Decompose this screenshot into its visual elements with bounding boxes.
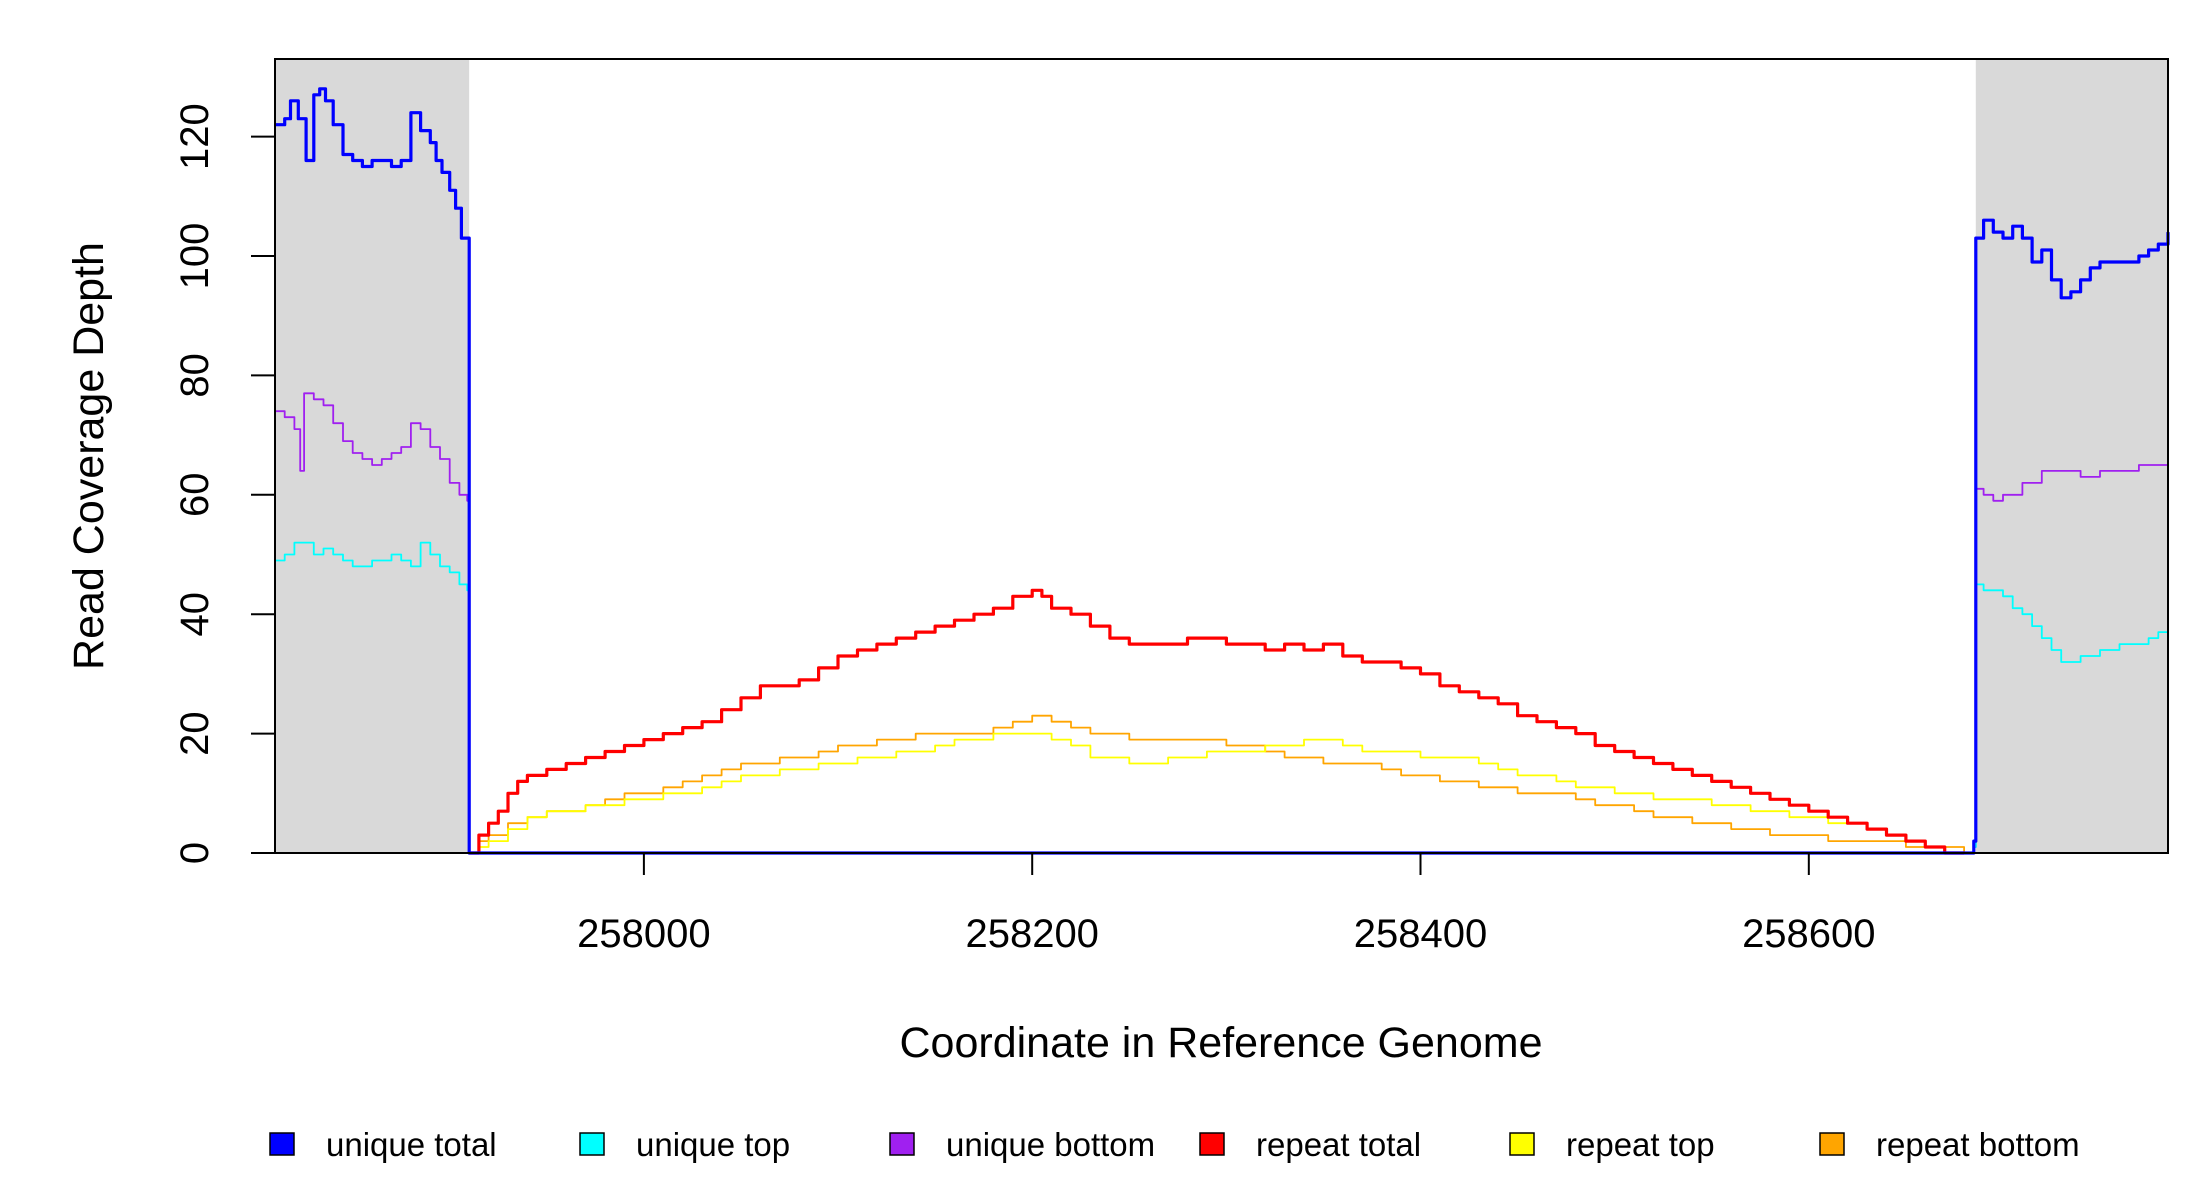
- x-tick-label-258200: 258200: [965, 912, 1098, 956]
- y-tick-label-80: 80: [173, 353, 217, 398]
- shaded-region-1: [1975, 59, 2168, 853]
- legend-label-unique-total: unique total: [326, 1126, 497, 1163]
- y-tick-label-0: 0: [173, 842, 217, 864]
- series-lines: [275, 87, 2170, 855]
- legend-swatch-unique-bottom: [889, 1132, 915, 1156]
- y-axis: 0 20 40 60 80 100 120: [173, 103, 275, 864]
- legend-label-repeat-total: repeat total: [1256, 1126, 1421, 1163]
- series-unique-bottom: [275, 392, 2169, 854]
- legend-swatch-unique-total: [269, 1132, 295, 1156]
- x-tick-label-258600: 258600: [1742, 912, 1875, 956]
- legend-swatch-unique-top: [579, 1132, 605, 1156]
- x-tick-label-258000: 258000: [577, 912, 710, 956]
- series-repeat-bottom: [469, 714, 1965, 854]
- y-tick-label-120: 120: [173, 103, 217, 170]
- plot-frame: [274, 58, 2169, 854]
- x-axis-title: Coordinate in Reference Genome: [900, 1019, 1543, 1067]
- x-tick-label-258400: 258400: [1354, 912, 1487, 956]
- legend: unique total unique top unique bottom repea…: [269, 1126, 2080, 1163]
- legend-swatch-repeat-bottom: [1819, 1132, 1845, 1156]
- y-tick-label-60: 60: [173, 473, 217, 518]
- series-unique-top: [275, 541, 2169, 854]
- shaded-regions: [275, 59, 2168, 853]
- legend-label-repeat-bottom: repeat bottom: [1876, 1126, 2080, 1163]
- shaded-region-0: [275, 59, 470, 853]
- legend-swatch-repeat-top: [1509, 1132, 1535, 1156]
- legend-label-unique-top: unique top: [636, 1126, 790, 1163]
- y-tick-label-20: 20: [173, 711, 217, 756]
- legend-label-repeat-top: repeat top: [1566, 1126, 1715, 1163]
- series-repeat-top: [469, 732, 1965, 854]
- legend-swatch-repeat-total: [1199, 1132, 1225, 1156]
- legend-label-unique-bottom: unique bottom: [946, 1126, 1155, 1163]
- y-tick-label-100: 100: [173, 223, 217, 290]
- series-unique-total: [275, 87, 2170, 855]
- series-repeat-total: [469, 588, 1965, 855]
- x-axis: 258000 258200 258400 258600: [577, 853, 1876, 956]
- y-tick-label-40: 40: [173, 592, 217, 637]
- y-axis-title: Read Coverage Depth: [65, 242, 113, 670]
